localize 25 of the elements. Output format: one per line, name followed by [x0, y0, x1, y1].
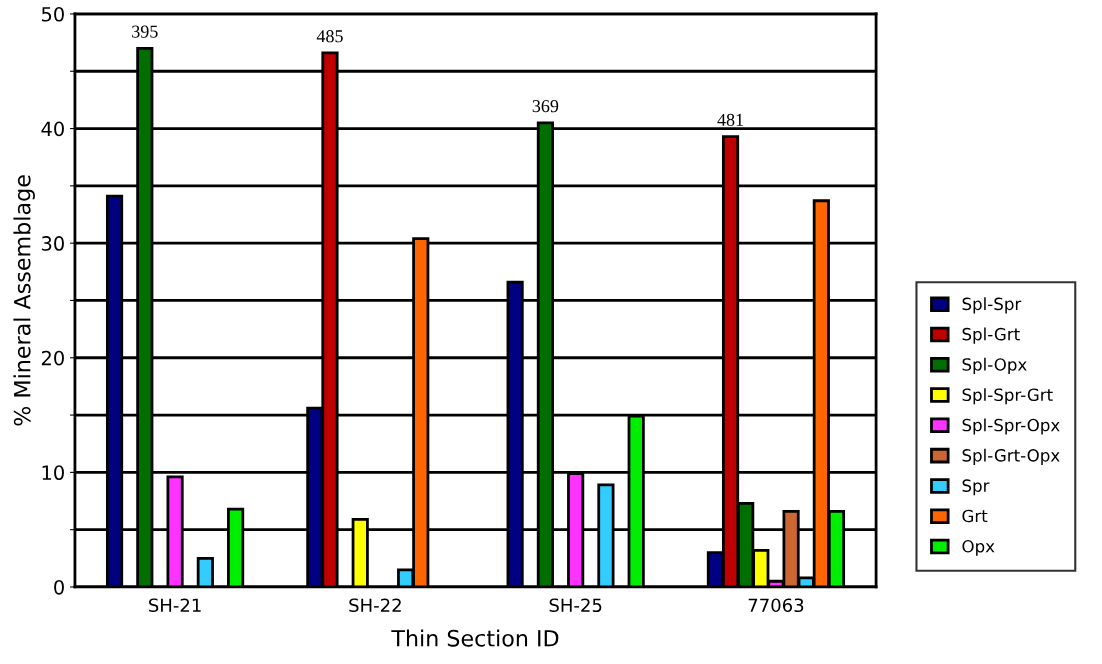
legend-label: Opx — [962, 539, 995, 556]
x-tick-label: SH-25 — [549, 598, 602, 613]
legend-label: Spl-Spr — [962, 297, 1022, 314]
legend-label: Spl-Grt — [962, 327, 1020, 344]
legend-label: Spl-Spr-Opx — [962, 418, 1060, 435]
legend-label: Spl-Opx — [962, 357, 1027, 374]
annotation: 395 — [132, 25, 158, 38]
legend-label: Spl-Spr-Grt — [962, 388, 1053, 405]
x-tick-label: SH-21 — [149, 598, 201, 613]
x-tick-label: SH-22 — [349, 598, 401, 613]
y-tick-label: 20 — [41, 350, 64, 366]
annotation: 369 — [532, 100, 559, 113]
legend-label: Spl-Grt-Opx — [962, 448, 1060, 465]
x-tick-label: 77063 — [748, 598, 804, 613]
y-tick-label: 40 — [41, 121, 64, 137]
x-axis-title: Thin Section ID — [391, 629, 559, 647]
y-tick-label: 50 — [41, 6, 64, 22]
y-axis-title: % Mineral Assemblage — [13, 175, 35, 426]
y-tick-label: 0 — [54, 579, 64, 595]
y-tick-label: 10 — [42, 465, 64, 481]
annotation: 485 — [316, 30, 343, 43]
annotation: 481 — [717, 113, 744, 126]
y-tick-label: 30 — [41, 236, 64, 251]
legend-label: Grt — [962, 509, 988, 523]
legend-label: Spr — [962, 479, 990, 496]
